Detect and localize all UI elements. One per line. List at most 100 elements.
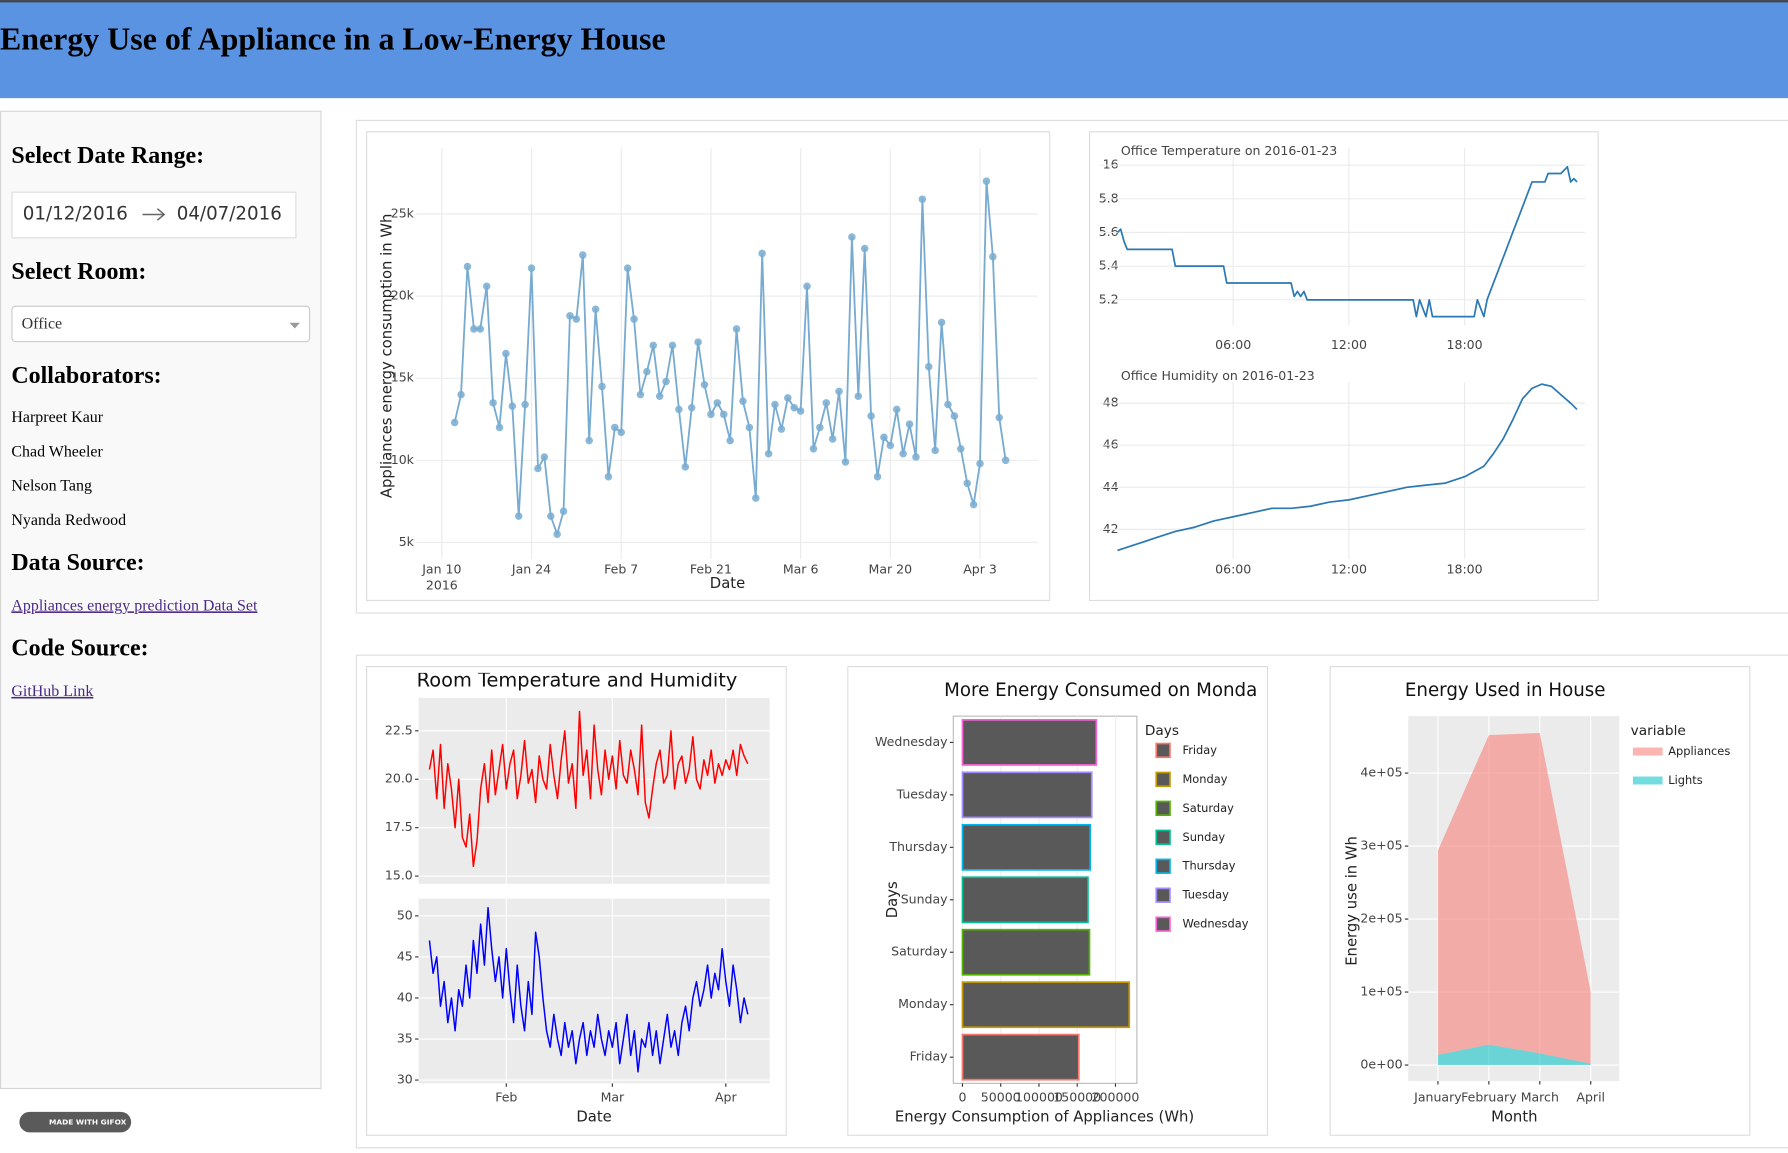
legend-label: Saturday xyxy=(1182,801,1234,815)
chart-title: Office Temperature on 2016-01-23 xyxy=(1121,143,1337,158)
y-tick-label: 0e+00 xyxy=(1360,1057,1402,1072)
point xyxy=(828,435,837,443)
start-date[interactable]: 01/12/2016 xyxy=(23,203,128,224)
room-dropdown[interactable] xyxy=(11,305,311,343)
x-tick-label: 06:00 xyxy=(1215,562,1251,577)
y-tick-label: Tuesday xyxy=(896,786,949,801)
line xyxy=(428,710,749,868)
point xyxy=(995,413,1004,422)
point xyxy=(482,282,491,291)
bar xyxy=(961,981,1131,1029)
x-axis-title: Date xyxy=(576,1109,611,1126)
x-axis-title: Date xyxy=(710,575,745,592)
collaborator: Nyanda Redwood xyxy=(11,512,126,529)
y-tick-label: 5k xyxy=(399,534,415,549)
line xyxy=(1117,383,1578,552)
y-tick-label: 42 xyxy=(1103,521,1119,536)
header-bar xyxy=(0,0,1788,99)
end-date[interactable]: 04/07/2016 xyxy=(177,203,282,224)
y-tick-label: 20k xyxy=(391,288,415,303)
data-source-link[interactable]: Appliances energy prediction Data Set xyxy=(11,597,258,614)
x-tick-label: 12:00 xyxy=(1331,562,1367,577)
legend-label: Thursday xyxy=(1181,859,1235,873)
point xyxy=(918,195,927,203)
point xyxy=(719,410,728,419)
code-source-link[interactable]: GitHub Link xyxy=(11,683,93,700)
y-tick-label: 1e+05 xyxy=(1360,984,1402,999)
point xyxy=(752,494,760,502)
x-tick-label: April xyxy=(1576,1090,1605,1105)
x-tick-label: Apr xyxy=(715,1090,738,1105)
x-tick-label: 150000 xyxy=(1053,1090,1101,1105)
point xyxy=(924,362,933,371)
y-tick-label: 3e+05 xyxy=(1360,838,1402,853)
line xyxy=(1116,165,1578,318)
x-tick-label: Mar xyxy=(601,1090,625,1105)
point xyxy=(508,402,517,410)
collaborator: Nelson Tang xyxy=(11,478,92,495)
legend-label: Wednesday xyxy=(1182,917,1248,931)
point xyxy=(495,423,504,432)
point xyxy=(521,400,529,409)
legend-swatch xyxy=(1155,771,1171,788)
bar-chart: More Energy Consumed on Monday Energy Co… xyxy=(875,680,1258,1125)
y-axis-title: Energy use in Wh xyxy=(1343,836,1360,966)
x-axis-title: Month xyxy=(1491,1109,1537,1126)
facet-chart: Room Temperature and Humidity Date 15.0 1… xyxy=(385,673,770,1126)
point xyxy=(969,500,978,509)
room-value[interactable]: Office xyxy=(22,316,62,333)
point xyxy=(860,244,869,253)
point xyxy=(758,249,766,258)
y-tick-label: 30 xyxy=(397,1072,413,1087)
point xyxy=(784,394,792,402)
y-tick-label: Saturday xyxy=(891,944,948,959)
point xyxy=(700,381,709,389)
x-tick-label: 06:00 xyxy=(1215,337,1251,352)
point xyxy=(1001,456,1010,465)
point xyxy=(655,392,664,401)
heading: Select Room: xyxy=(11,259,146,285)
collaborator: Harpreet Kaur xyxy=(11,409,103,426)
legend-swatch xyxy=(1155,829,1171,845)
point xyxy=(540,453,549,461)
line xyxy=(428,906,749,1073)
legend-swatch xyxy=(1155,858,1171,874)
point xyxy=(707,410,715,419)
page-title: Energy Use of Appliance in a Low-Energy … xyxy=(0,22,666,57)
point xyxy=(643,367,651,376)
bar xyxy=(961,1033,1080,1081)
chart-title: Office Humidity on 2016-01-23 xyxy=(1121,368,1315,383)
arrow-icon xyxy=(142,208,166,221)
area xyxy=(1437,732,1591,1064)
point xyxy=(957,445,965,453)
y-tick-label: 5.2 xyxy=(1099,291,1119,306)
point xyxy=(591,305,600,313)
point xyxy=(630,315,638,323)
y-tick-label: 25k xyxy=(391,205,415,220)
point xyxy=(450,418,459,427)
point xyxy=(668,341,677,350)
badge xyxy=(19,1111,132,1133)
y-tick-label: 50 xyxy=(397,907,413,922)
point xyxy=(745,423,754,432)
x-tick-label: Jan 10 xyxy=(421,562,461,577)
point xyxy=(937,318,946,327)
point xyxy=(899,449,907,458)
bar xyxy=(961,928,1091,976)
point xyxy=(816,423,824,432)
bar xyxy=(961,876,1089,924)
point xyxy=(598,382,606,391)
legend-label: Friday xyxy=(1182,743,1217,757)
y-tick-label: 15.0 xyxy=(385,868,413,883)
point xyxy=(732,325,741,333)
point xyxy=(623,264,632,272)
x-tick-label: March xyxy=(1521,1090,1559,1105)
y-tick-label: 17.5 xyxy=(385,819,413,834)
point xyxy=(726,436,734,445)
point xyxy=(713,399,722,407)
sidebar xyxy=(0,110,322,1090)
point xyxy=(470,325,478,333)
point xyxy=(771,400,779,409)
point xyxy=(944,400,952,409)
y-tick-label: 15k xyxy=(391,370,415,385)
